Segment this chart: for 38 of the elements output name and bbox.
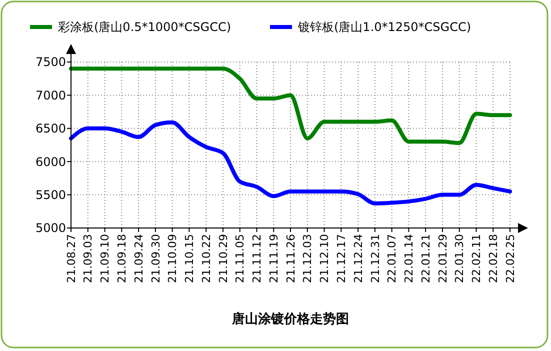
x-tick-label: 22.01.29 [436, 234, 450, 283]
x-tick-label: 21.09.24 [132, 234, 146, 283]
legend-label: 镀锌板(唐山1.0*1250*CSGCC) [297, 20, 472, 34]
x-tick-label: 21.10.09 [166, 234, 180, 283]
x-tick-label: 21.11.26 [284, 234, 298, 283]
x-tick-label: 21.10.29 [216, 234, 230, 283]
x-tick-label: 22.02.25 [504, 234, 517, 283]
x-tick-label: 21.12.31 [368, 234, 382, 283]
x-tick-label: 22.01.07 [386, 234, 399, 283]
x-tick-label: 21.11.12 [250, 234, 264, 283]
x-tick-label: 22.01.14 [402, 234, 416, 283]
text: 唐山涂镀价格走势图 [231, 311, 349, 327]
x-tick-label: 21.12.17 [335, 234, 348, 283]
legend-label: 彩涂板(唐山0.5*1000*CSGCC) [58, 20, 232, 34]
x-tick-label: 21.11.05 [234, 234, 247, 283]
x-tick-label: 21.09.03 [82, 234, 95, 283]
x-tick-label: 21.12.10 [318, 234, 332, 283]
x-tick-label: 21.11.19 [267, 234, 280, 283]
x-tick-label: 21.09.30 [149, 234, 162, 283]
line-series [69, 66, 512, 146]
y-tick-label: 5000 [35, 221, 66, 236]
y-tick-label: 6000 [35, 154, 66, 169]
x-tick-label: 22.02.11 [470, 234, 484, 283]
y-tick-label: 5500 [35, 188, 66, 202]
x-tick-label: 21.10.15 [183, 234, 196, 283]
x-tick-label: 22.01.21 [419, 234, 432, 283]
y-tick-label: 6500 [35, 122, 66, 136]
x-tick-label: 21.10.22 [200, 234, 213, 283]
x-tick-label: 22.02.18 [486, 234, 500, 283]
line-series [69, 120, 512, 206]
y-tick-label: 7500 [35, 55, 66, 70]
x-tick-label: 21.08.27 [64, 234, 78, 283]
x-tick-label: 21.09.10 [98, 234, 112, 283]
x-tick-label: 21.12.03 [301, 234, 314, 283]
y-tick-label: 7000 [35, 88, 66, 102]
x-tick-label: 22.01.30 [453, 234, 466, 283]
x-tick-label: 21.12.24 [352, 234, 365, 283]
x-tick-label: 21.09.18 [116, 234, 129, 283]
